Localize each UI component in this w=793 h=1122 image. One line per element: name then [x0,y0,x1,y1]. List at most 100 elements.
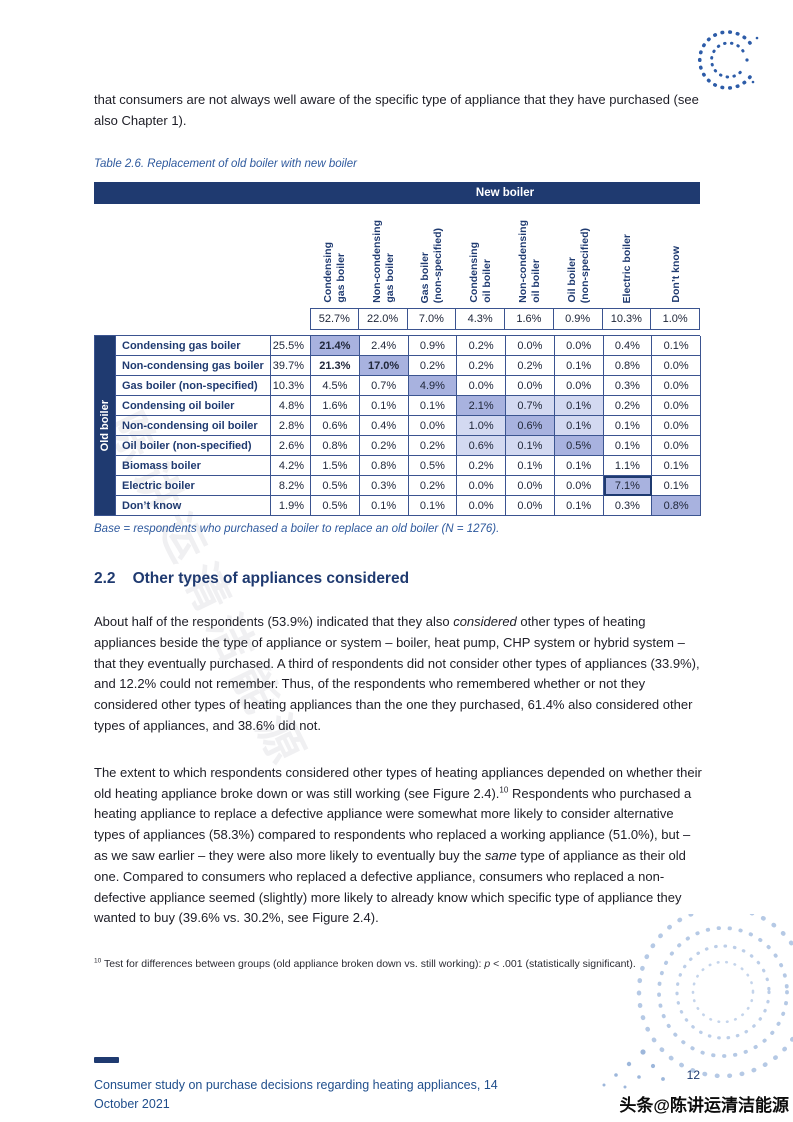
value-cell: 0.0% [457,376,506,396]
column-header-line: (non-specified) [432,227,445,303]
row-label: Gas boiler (non-specified) [116,376,271,396]
value-cell: 0.1% [408,496,458,516]
row-total-cell: 2.8% [271,416,311,436]
column-header-line: Gas boiler [419,251,432,303]
column-header: Electric boiler [603,204,652,308]
column-header: Condensing oil boiler [456,204,505,308]
column-header: Non-condensing gas boiler [359,204,408,308]
page-number: 12 [686,1068,700,1082]
value-cell: 0.1% [652,456,701,476]
row-total-cell: 4.8% [271,396,311,416]
column-header: Don’t know [651,204,700,308]
paragraph-1: About half of the respondents (53.9%) in… [94,612,706,737]
value-cell: 0.2% [457,356,506,376]
row-total-cell: 25.5% [271,336,311,356]
column-header-line: gas boiler [334,253,347,303]
value-cell: 0.1% [506,436,555,456]
value-cell: 0.1% [359,396,409,416]
value-cell: 0.6% [457,436,506,456]
column-totals-spacer [94,308,310,330]
value-cell: 0.1% [554,496,604,516]
row-label: Condensing gas boiler [116,336,271,356]
value-cell: 0.0% [652,416,701,436]
value-cell: 0.3% [603,496,653,516]
table-column-totals-row: 52.7% 22.0% 7.0% 4.3% 1.6% 0.9% 10.3% 1.0% [94,308,700,330]
intro-paragraph: that consumers are not always well aware… [94,92,699,128]
section-2-2: 2.2 Other types of appliances considered … [94,570,706,955]
value-cell: 4.9% [408,376,458,396]
row-total-cell: 8.2% [271,476,311,496]
value-cell: 0.9% [408,336,458,356]
column-header-line: Electric boiler [620,233,633,303]
value-cell: 0.8% [652,496,701,516]
value-cell: 0.2% [408,476,458,496]
column-total-cell: 1.6% [505,308,554,330]
value-cell: 0.5% [311,476,360,496]
text-segment: type of appliance as their old one. Comp… [94,847,686,926]
text-segment-italic: same [484,847,517,863]
value-cell: 0.1% [554,396,604,416]
table-base-note: Base = respondents who purchased a boile… [94,523,500,535]
value-cell: 17.0% [359,356,409,376]
table-body-grid: Old boiler Condensing gas boiler 25.5% 21.… [94,335,701,516]
row-total-cell: 1.9% [271,496,311,516]
text-segment: About half of the respondents (53.9%) in… [94,614,454,629]
value-cell: 2.4% [359,336,409,356]
value-cell: 0.0% [652,436,701,456]
text-segment: Respondents who purchased a heating appl… [94,785,692,863]
new-boiler-label: New boiler [475,187,535,199]
value-cell: 0.0% [506,336,555,356]
value-cell: 0.0% [554,376,604,396]
value-cell: 0.2% [457,336,506,356]
value-cell: 0.5% [408,456,458,476]
column-total-cell: 52.7% [310,308,359,330]
column-header-line: Don’t know [669,246,682,303]
row-total-cell: 10.3% [271,376,311,396]
footnote-number: 10 [94,957,102,965]
value-cell: 0.3% [359,476,409,496]
column-total-cell: 7.0% [407,308,457,330]
value-cell: 21.3% [311,356,360,376]
value-cell: 0.2% [408,356,458,376]
value-cell: 0.1% [652,336,701,356]
row-label: Oil boiler (non-specified) [116,436,271,456]
company-logo-icon [697,30,759,90]
value-cell: 0.2% [603,396,653,416]
row-total-cell: 2.6% [271,436,311,456]
value-cell: 1.1% [603,456,653,476]
column-header: Non-condensing oil boiler [505,204,554,308]
value-cell: 0.1% [506,456,555,476]
value-cell: 0.6% [311,416,360,436]
value-cell: 0.2% [408,436,458,456]
value-cell: 0.7% [506,396,555,416]
value-cell: 1.0% [457,416,506,436]
value-cell: 2.1% [457,396,506,416]
value-cell: 0.1% [554,416,604,436]
value-cell: 0.2% [359,436,409,456]
boiler-table-block: Table 2.6. Replacement of old boiler wit… [94,158,701,535]
value-cell: 1.6% [311,396,360,416]
table-column-headers: Condensing gas boiler Non-condensing gas bo… [94,204,700,308]
column-header-line: Non-condensing [516,220,529,303]
value-cell: 0.2% [457,456,506,476]
value-cell: 0.7% [359,376,409,396]
value-cell: 0.0% [506,376,555,396]
value-cell: 1.5% [311,456,360,476]
column-header-line: Condensing [321,242,334,303]
value-cell: 0.0% [408,416,458,436]
footnote-10: 10 Test for differences between groups (… [94,957,706,972]
text-segment-italic: considered [453,614,517,629]
row-total-cell: 4.2% [271,456,311,476]
old-boiler-label: Old boiler [99,399,111,452]
column-total-cell: 4.3% [456,308,505,330]
footer-logo-dash [94,1057,119,1063]
value-cell: 0.5% [311,496,360,516]
footer-line-2: October 2021 [94,1097,170,1111]
paragraph-2: The extent to which respondents consider… [94,763,706,929]
value-cell: 7.1% [603,476,653,496]
column-header-line: gas boiler [383,253,396,303]
value-cell: 0.5% [554,436,604,456]
value-cell: 0.1% [554,356,604,376]
column-header: Oil boiler (non-specified) [554,204,603,308]
value-cell: 0.3% [603,376,653,396]
